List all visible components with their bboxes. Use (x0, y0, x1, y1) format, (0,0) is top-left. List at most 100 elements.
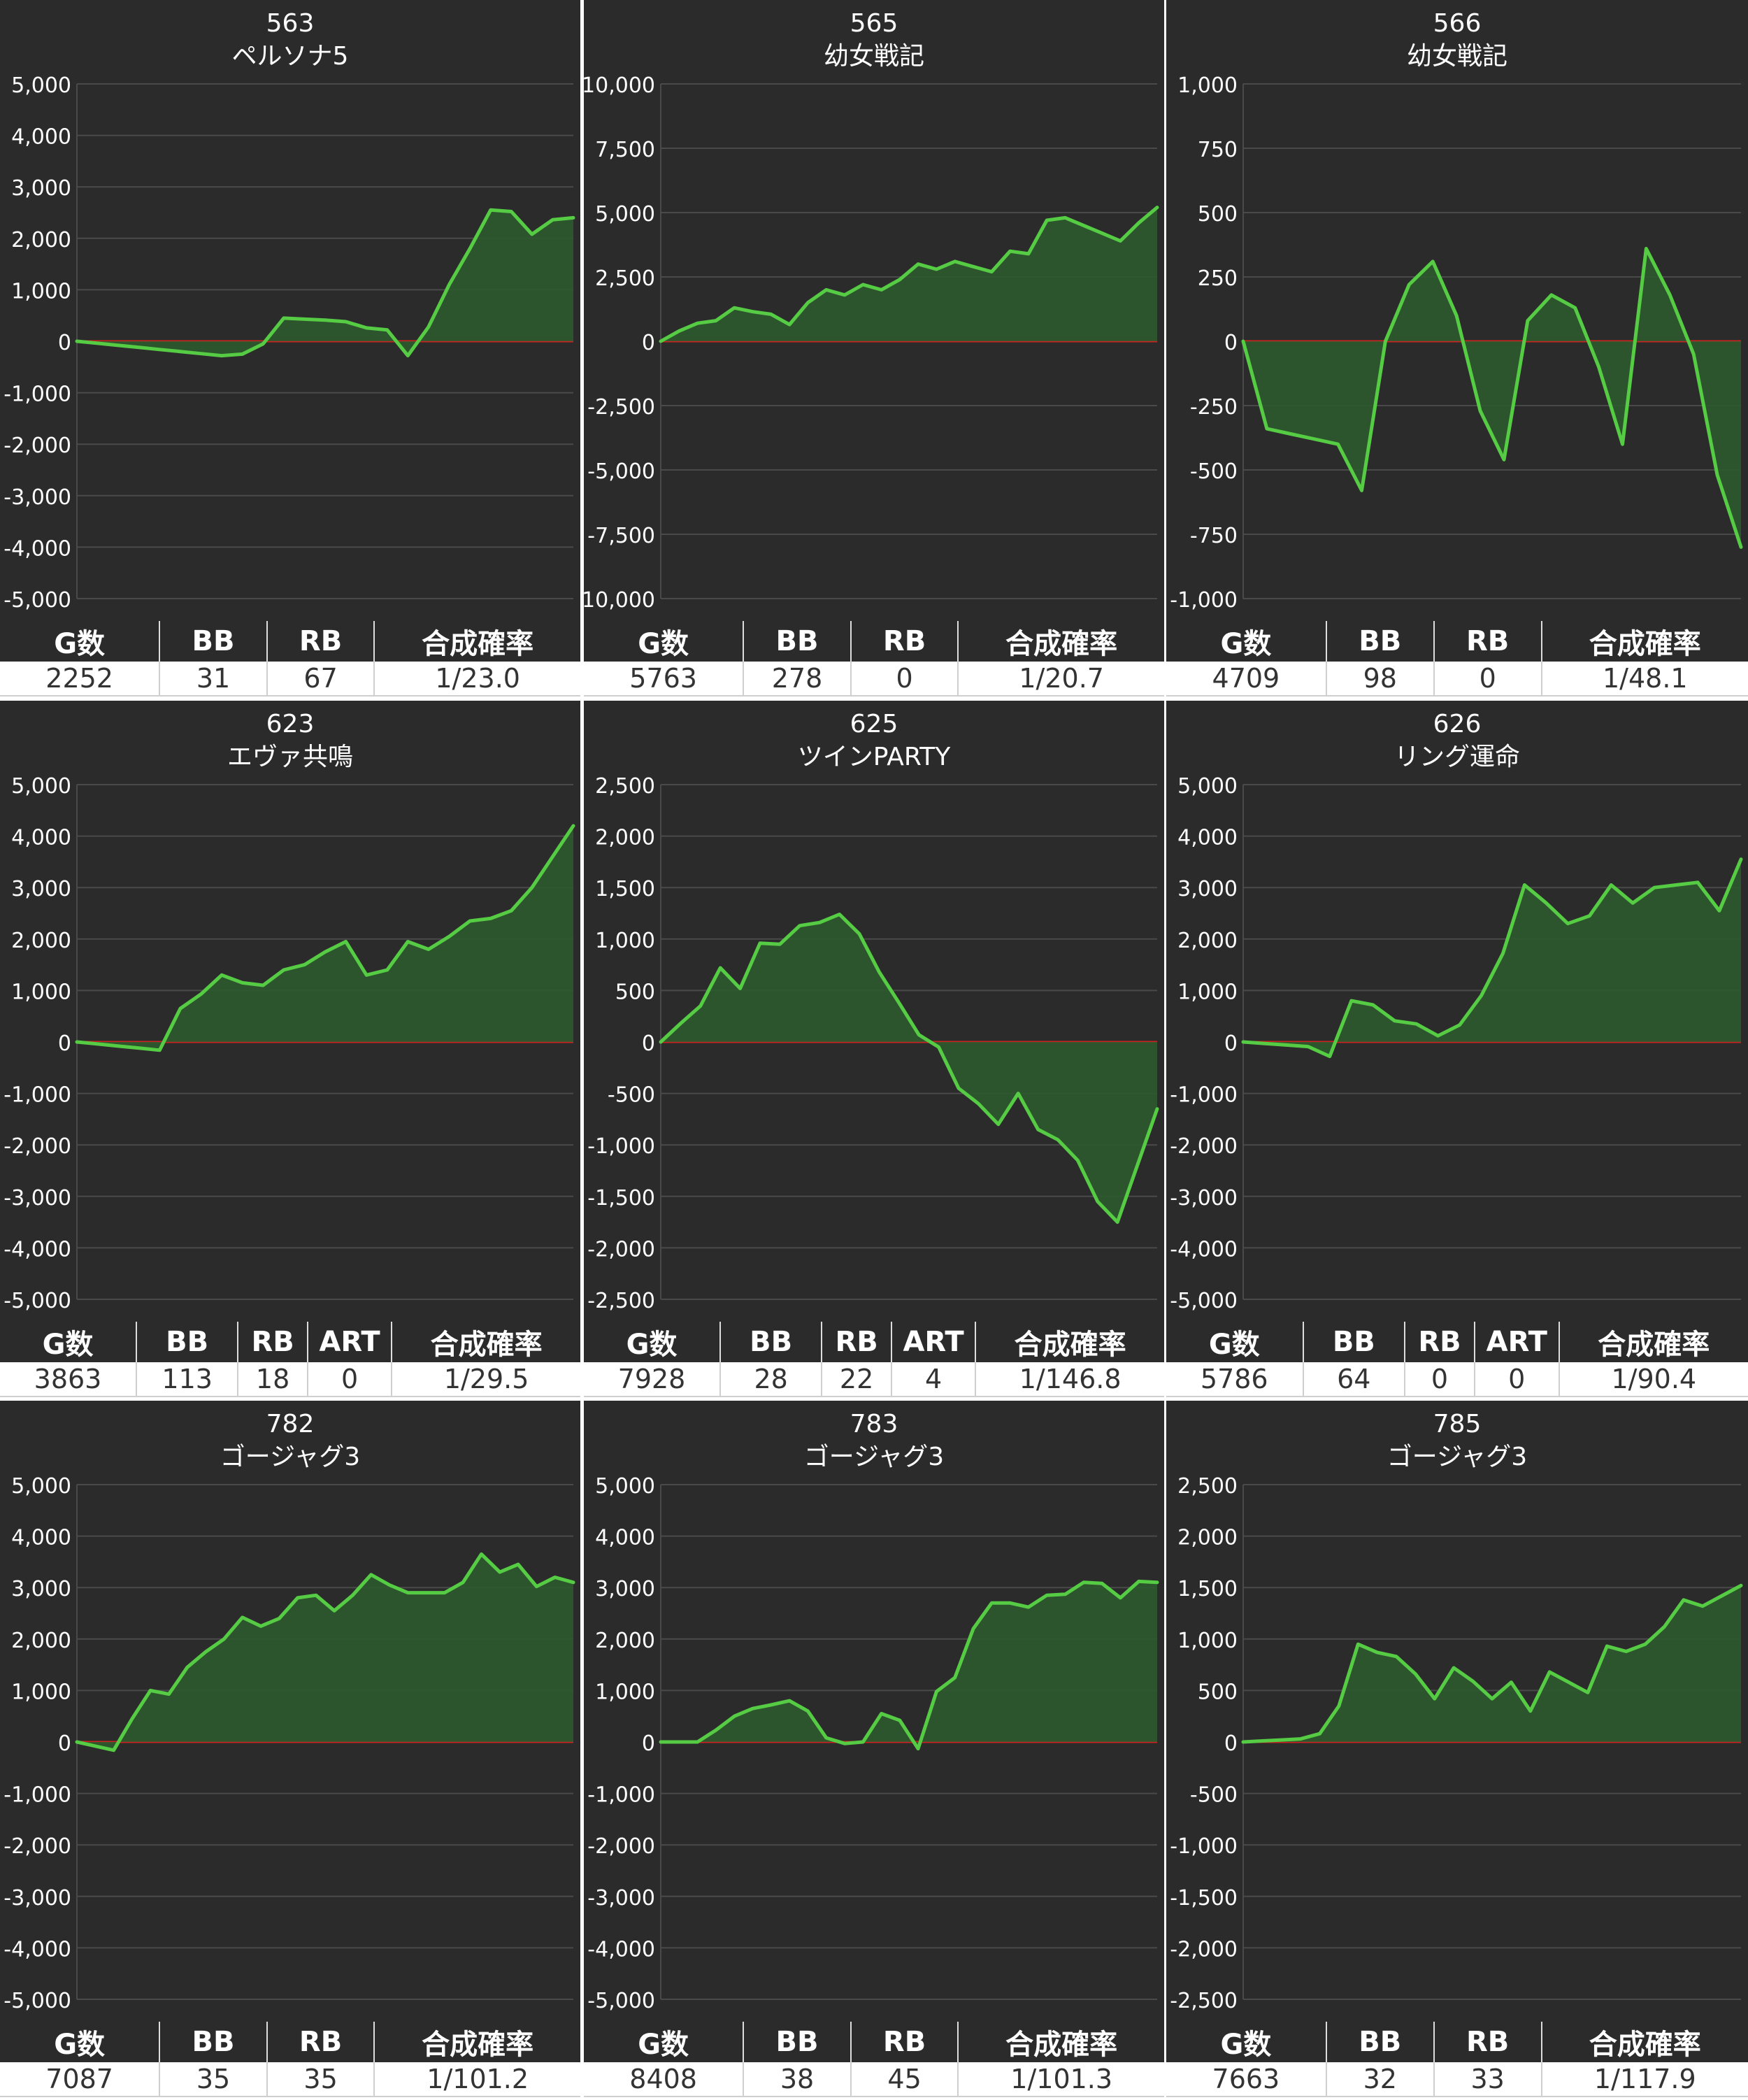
y-tick-label: 5,000 (595, 1474, 655, 1499)
data-point-1 (678, 1741, 681, 1743)
data-point-0 (1242, 1041, 1245, 1043)
data-point-0 (1242, 340, 1245, 343)
y-tick-label: 1,000 (595, 1680, 655, 1704)
data-point-5 (1337, 1704, 1340, 1708)
data-point-22 (1663, 1625, 1666, 1629)
y-tick-label: 3,000 (11, 877, 71, 901)
y-tick-label: -500 (1190, 1783, 1238, 1808)
data-point-13 (1523, 883, 1526, 887)
data-point-11 (1480, 994, 1483, 997)
chart-number: 563 (266, 9, 315, 38)
data-point-13 (898, 278, 901, 281)
chart-number: 626 (1433, 710, 1482, 738)
data-point-8 (241, 981, 244, 985)
data-point-4 (158, 1048, 162, 1052)
data-point-1 (678, 329, 681, 333)
data-point-10 (1433, 1697, 1436, 1701)
stats-header: G数 (584, 2022, 745, 2062)
stats-header: BB (743, 621, 852, 662)
data-point-5 (167, 1692, 171, 1696)
data-point-22 (530, 886, 533, 890)
data-point-20 (1624, 1650, 1628, 1653)
chart-svg: 626 リング運命 5,000 4,000 3,000 2,000 1,000 0 -1,000… (1166, 701, 1748, 1322)
data-point-27 (572, 1580, 575, 1584)
stats-header: RB (822, 1322, 892, 1362)
data-point-11 (278, 1617, 281, 1620)
chart-svg: 625 ツインPARTY 2,500 2,000 1,500 1,000 500 0 -500 -… (584, 701, 1164, 1322)
stats-header: G数 (0, 2022, 161, 2062)
stats-value: 0 (307, 1362, 393, 1397)
data-point-21 (1696, 880, 1700, 884)
data-point-7 (1393, 1019, 1396, 1022)
data-point-25 (535, 1585, 538, 1588)
y-tick-label: 2,500 (595, 266, 655, 291)
y-tick-label: -2,000 (1170, 1937, 1238, 1962)
data-point-19 (1036, 1128, 1040, 1131)
stats-value: 35 (266, 2062, 375, 2097)
data-point-26 (1740, 1584, 1742, 1587)
stats-table: G数 BB RB 合成確率 8408 38 45 1/101.3 (584, 2022, 1164, 2097)
y-tick-label: -1,000 (3, 383, 71, 407)
series-area (1243, 859, 1741, 1057)
data-point-15 (385, 328, 389, 331)
data-point-19 (1008, 1601, 1012, 1605)
stats-header: 合成確率 (392, 1322, 580, 1362)
data-point-18 (406, 1591, 410, 1594)
stats-header: 合成確率 (958, 2022, 1164, 2062)
stats-header: RB (266, 621, 375, 662)
data-point-8 (806, 301, 810, 304)
data-point-2 (117, 343, 120, 347)
stats-value: 35 (159, 2062, 268, 2097)
data-point-8 (806, 1709, 810, 1713)
y-tick-label: 2,000 (11, 929, 71, 953)
stats-header: BB (159, 621, 268, 662)
y-tick-label: 2,000 (11, 228, 71, 252)
y-tick-label: 5,000 (11, 1474, 71, 1499)
chart-title: ゴージャグ3 (804, 1443, 944, 1471)
y-tick-label: 2,000 (595, 826, 655, 850)
y-tick-label: -2,000 (3, 434, 71, 458)
data-point-13 (1491, 1697, 1493, 1701)
chart-title: ツインPARTY (798, 743, 951, 771)
stats-value: 4709 (1166, 662, 1327, 697)
data-point-23 (1116, 1220, 1119, 1224)
data-point-27 (1156, 1580, 1159, 1584)
data-point-11 (877, 970, 881, 973)
y-tick-label: -3,000 (3, 485, 71, 510)
y-tick-label: -1,000 (587, 1134, 655, 1159)
stats-header: G数 (584, 621, 745, 662)
data-point-14 (1573, 306, 1577, 310)
data-point-17 (427, 948, 430, 951)
y-tick-label: -1,000 (1170, 1834, 1238, 1859)
data-point-24 (1701, 1604, 1705, 1608)
stats-value: 278 (743, 662, 852, 697)
y-tick-label: -2,500 (587, 1289, 655, 1313)
y-tick-label: -1,000 (3, 1783, 71, 1808)
data-point-20 (1026, 1606, 1030, 1609)
stats-value: 98 (1326, 662, 1435, 697)
y-tick-label: 3,000 (595, 1577, 655, 1601)
data-point-15 (351, 1594, 354, 1597)
stats-header: ART (307, 1322, 393, 1362)
stats-header: G数 (584, 1322, 722, 1362)
stats-value: 1/48.1 (1541, 662, 1748, 697)
data-point-17 (388, 1583, 391, 1587)
data-point-19 (1692, 352, 1696, 356)
stats-header: ART (1474, 1322, 1560, 1362)
data-point-23 (498, 1571, 501, 1574)
data-point-23 (1082, 224, 1085, 227)
data-point-16 (953, 1676, 957, 1679)
data-point-14 (917, 262, 920, 266)
stats-value: 0 (1474, 1362, 1560, 1397)
y-tick-label: 0 (58, 1731, 71, 1756)
y-tick-label: 0 (642, 1731, 655, 1756)
data-point-16 (369, 1573, 373, 1576)
data-point-6 (199, 352, 203, 355)
data-point-5 (1360, 489, 1363, 492)
y-tick-label: -2,500 (587, 395, 655, 420)
y-tick-label: -7,500 (587, 524, 655, 548)
stats-table: G数 BB RB 合成確率 7663 32 33 1/117.9 (1166, 2022, 1748, 2097)
data-point-5 (178, 1007, 182, 1010)
data-point-2 (696, 322, 699, 325)
data-point-12 (1526, 319, 1529, 322)
